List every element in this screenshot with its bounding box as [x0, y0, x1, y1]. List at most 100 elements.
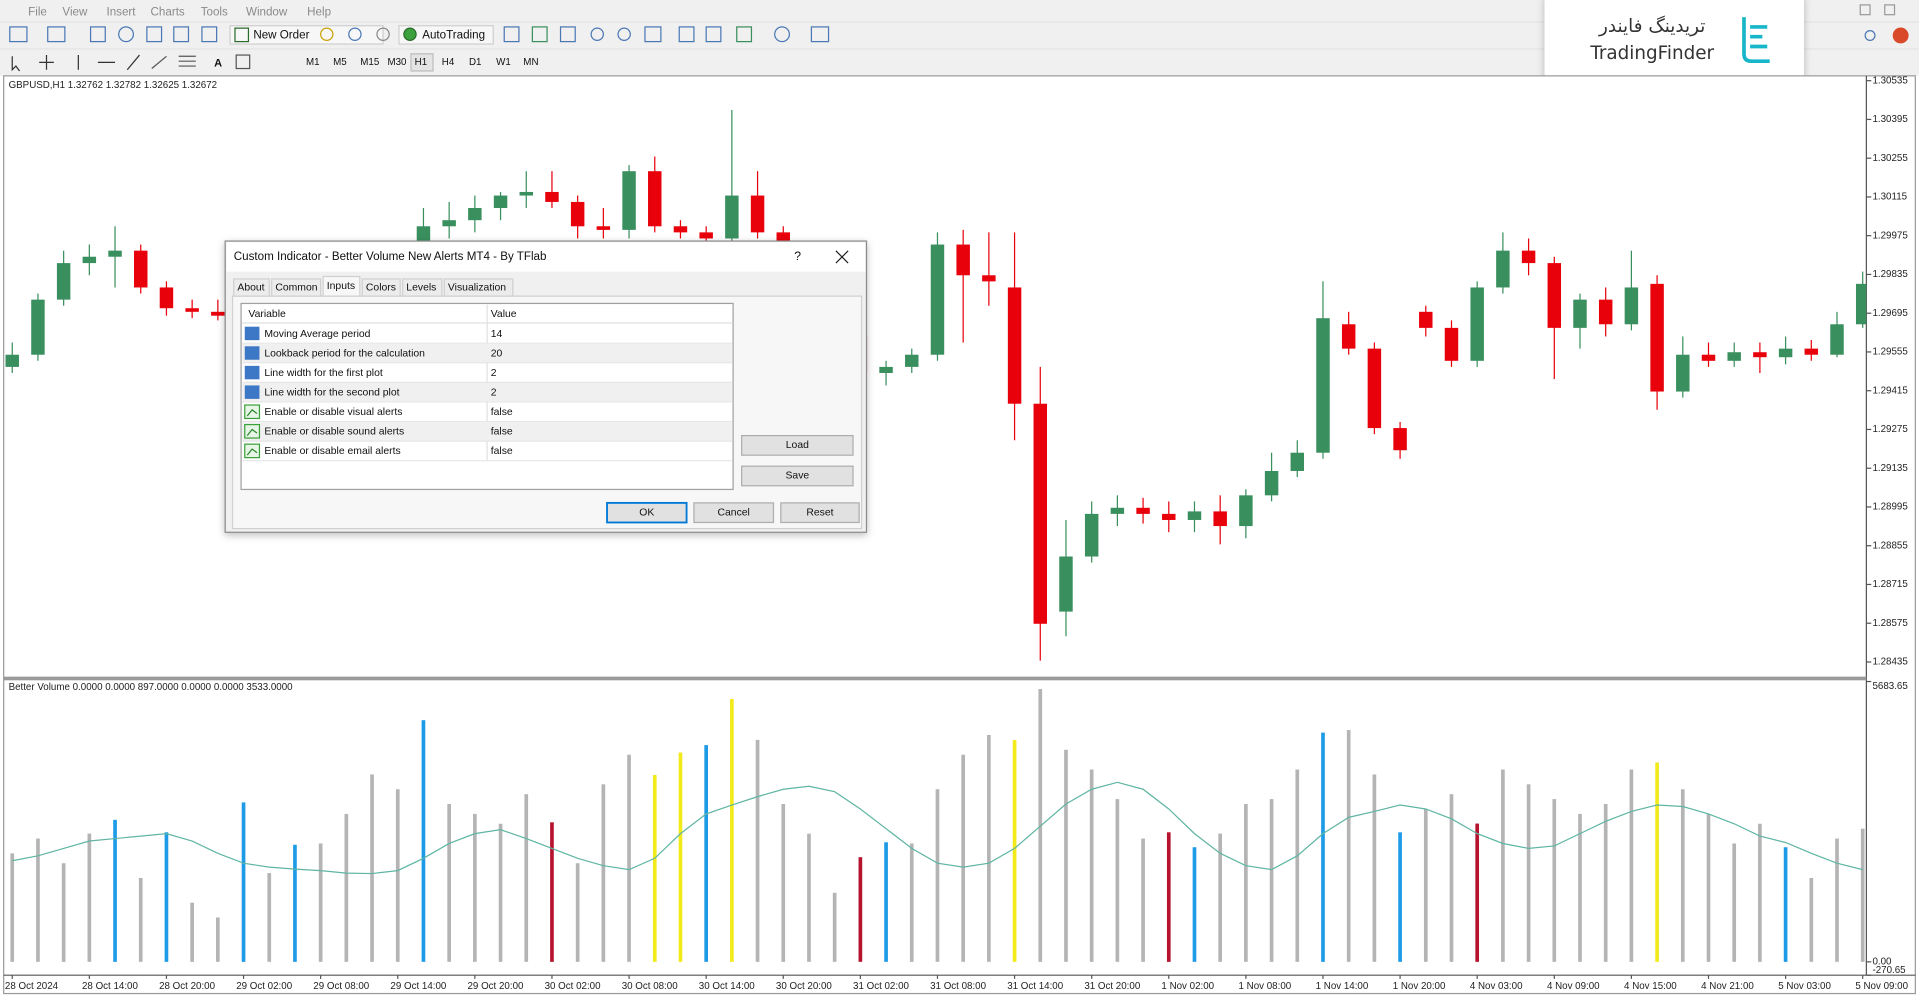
load-button-label[interactable]: Load — [786, 440, 809, 451]
x-tick-label: 28 Oct 2024 — [5, 981, 59, 992]
timeframe-button[interactable]: M5 — [333, 57, 347, 68]
timeframe-button[interactable]: H4 — [442, 57, 455, 68]
icon[interactable] — [736, 26, 753, 43]
icon[interactable] — [705, 26, 722, 43]
input-name[interactable]: Enable or disable email alerts — [264, 446, 400, 457]
timeframe-button[interactable]: W1 — [496, 57, 511, 68]
tab[interactable] — [361, 278, 401, 297]
menu-item[interactable]: Window — [246, 5, 288, 18]
volume-bar — [447, 804, 451, 962]
icon[interactable] — [173, 26, 190, 43]
icon[interactable] — [47, 26, 66, 43]
menu-item[interactable]: File — [28, 5, 47, 18]
input-value[interactable]: 2 — [491, 368, 497, 379]
icon[interactable] — [235, 54, 251, 70]
brand-card — [1544, 0, 1804, 81]
tab[interactable] — [443, 278, 514, 297]
icon[interactable] — [810, 26, 830, 43]
tab-label[interactable]: Common — [275, 282, 317, 293]
drawing-tools[interactable] — [151, 55, 196, 69]
timeframe-button[interactable]: M15 — [360, 57, 380, 68]
icon[interactable] — [590, 27, 604, 41]
input-value[interactable]: 14 — [491, 329, 503, 340]
icon[interactable] — [678, 26, 695, 43]
cancel-button-label[interactable]: Cancel — [718, 507, 750, 518]
timeframe-button[interactable]: D1 — [469, 57, 481, 68]
icon[interactable] — [617, 27, 631, 41]
timeframe-button[interactable]: M30 — [387, 57, 407, 68]
icon[interactable] — [376, 27, 390, 41]
tab[interactable] — [402, 278, 443, 297]
reset-button-label[interactable]: Reset — [806, 507, 833, 518]
icon[interactable] — [559, 26, 576, 43]
search-icon[interactable] — [1864, 29, 1876, 41]
y-tick-label: 1.30535 — [1872, 75, 1908, 86]
input-name[interactable]: Line width for the second plot — [264, 388, 399, 399]
input-value[interactable]: false — [491, 446, 513, 457]
icon[interactable] — [201, 26, 218, 43]
icon[interactable] — [146, 26, 163, 43]
input-value[interactable]: false — [491, 427, 513, 438]
menu-item[interactable]: Help — [307, 5, 331, 18]
x-tick-label: 31 Oct 02:00 — [853, 981, 909, 992]
icon[interactable] — [644, 26, 662, 43]
volume-bar — [61, 863, 66, 962]
volume-bar — [652, 774, 657, 962]
input-name[interactable]: Enable or disable visual alerts — [264, 407, 402, 418]
timeframe-button[interactable]: M1 — [306, 57, 320, 68]
autotrading-button[interactable] — [398, 25, 494, 45]
input-name[interactable]: Line width for the first plot — [264, 368, 383, 379]
menu-item[interactable]: Insert — [106, 5, 136, 18]
tab-label[interactable]: Levels — [406, 282, 436, 293]
input-value[interactable]: 20 — [491, 348, 503, 359]
cursor-icon[interactable] — [11, 56, 21, 72]
volume-bar — [164, 832, 169, 962]
input-name[interactable]: Lookback period for the calculation — [264, 348, 425, 359]
save-button[interactable] — [741, 465, 854, 487]
timeframe-button[interactable]: H1 — [415, 57, 427, 68]
help-button[interactable]: ? — [794, 249, 801, 263]
tab-label[interactable]: Inputs — [327, 281, 355, 292]
tab[interactable] — [271, 278, 322, 297]
timeframe-button[interactable]: MN — [523, 57, 538, 68]
crosshair-icon[interactable] — [39, 55, 54, 70]
volume-bar — [1835, 838, 1839, 962]
icon[interactable] — [118, 26, 135, 43]
input-name[interactable]: Moving Average period — [264, 329, 370, 340]
input-value[interactable]: false — [491, 407, 513, 418]
reset-button[interactable] — [780, 502, 860, 524]
save-button-label[interactable]: Save — [785, 471, 809, 482]
ok-button[interactable] — [606, 501, 688, 524]
ok-button-label[interactable]: OK — [639, 507, 654, 518]
notification-icon[interactable] — [1892, 27, 1909, 44]
line-tools[interactable] — [77, 54, 140, 71]
axes: 1.30535 1.30395 1.30255 1.30115 1.29975 1.298… — [5, 75, 1909, 992]
icon[interactable] — [503, 26, 520, 43]
volume-bar — [627, 754, 631, 962]
y-tick-label: 1.29695 — [1872, 308, 1908, 319]
menu-item[interactable]: Tools — [201, 5, 228, 18]
candle-body — [493, 195, 508, 209]
tab-selected[interactable] — [322, 275, 361, 297]
text-tool[interactable]: A — [214, 58, 222, 70]
menu-item[interactable]: View — [62, 5, 88, 18]
tab-label[interactable]: Colors — [366, 282, 396, 293]
window-button[interactable] — [1859, 4, 1871, 16]
icon[interactable] — [531, 26, 548, 43]
icon[interactable] — [774, 26, 790, 43]
load-button[interactable] — [741, 434, 854, 456]
icon[interactable] — [348, 27, 362, 41]
new-order-button[interactable] — [229, 25, 384, 45]
cancel-button[interactable] — [693, 502, 775, 524]
menu-item[interactable]: Charts — [151, 5, 185, 18]
tab-label[interactable]: About — [237, 282, 264, 293]
tab[interactable] — [233, 278, 270, 297]
input-name[interactable]: Enable or disable sound alerts — [264, 427, 404, 438]
close-button[interactable] — [835, 250, 849, 264]
window-button[interactable] — [1884, 4, 1896, 16]
icon[interactable] — [320, 27, 334, 41]
icon[interactable] — [89, 26, 106, 43]
icon[interactable] — [9, 26, 28, 43]
tab-label[interactable]: Visualization — [448, 282, 506, 293]
input-value[interactable]: 2 — [491, 388, 497, 399]
